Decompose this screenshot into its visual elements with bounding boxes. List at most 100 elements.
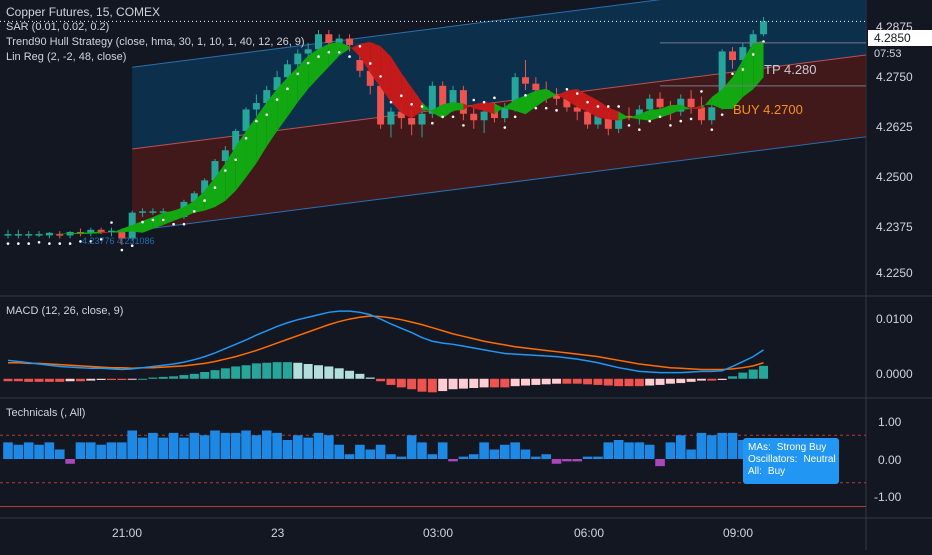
- tech-bar: [14, 445, 24, 459]
- symbol-title[interactable]: Copper Futures, 15, COMEX: [6, 5, 160, 19]
- tech-bar: [190, 433, 200, 459]
- sar-dot: [58, 242, 61, 245]
- time-tick: 06:00: [574, 526, 604, 540]
- macd-histogram-bar: [4, 379, 13, 381]
- sar-dot: [152, 219, 155, 222]
- macd-histogram-bar: [562, 379, 571, 384]
- macd-histogram-bar: [573, 379, 582, 384]
- macd-histogram-bar: [407, 379, 416, 389]
- tech-bar: [604, 442, 614, 459]
- sar-dot: [234, 158, 237, 161]
- technicals-title[interactable]: Technicals (, All): [6, 407, 85, 419]
- tech-bar: [448, 459, 458, 461]
- indicator-linreg-label[interactable]: Lin Reg (2, -2, 48, close): [6, 51, 126, 63]
- sar-dot: [514, 115, 517, 118]
- macd-histogram-bar: [707, 379, 716, 381]
- candle-body: [305, 49, 312, 53]
- macd-histogram-bar: [521, 379, 530, 386]
- macd-histogram-bar: [614, 379, 623, 386]
- tech-bar: [107, 442, 117, 459]
- macd-histogram-bar: [666, 379, 675, 384]
- macd-histogram-bar: [179, 375, 188, 379]
- tech-bar: [148, 433, 158, 459]
- candle-body: [15, 234, 22, 236]
- sar-dot: [214, 186, 217, 189]
- sar-dot: [297, 72, 300, 75]
- macd-histogram-bar: [604, 379, 613, 386]
- sar-dot: [648, 120, 651, 123]
- tech-bar: [55, 450, 65, 460]
- macd-histogram-bar: [728, 376, 737, 378]
- sar-dot: [328, 51, 331, 54]
- sar-dot: [607, 105, 610, 108]
- indicator-sar-label[interactable]: SAR (0.01, 0.02, 0.2): [6, 21, 109, 33]
- sar-dot: [752, 53, 755, 56]
- tech-bar: [428, 454, 438, 459]
- macd-title[interactable]: MACD (12, 26, close, 9): [6, 305, 123, 317]
- sar-dot: [141, 221, 144, 224]
- tech-bar: [438, 442, 448, 459]
- macd-histogram-bar: [45, 379, 54, 382]
- candle-body: [149, 211, 156, 213]
- candle-body: [532, 84, 539, 90]
- tech-bar: [345, 454, 355, 459]
- tech-bar: [397, 457, 407, 459]
- sar-dot: [679, 120, 682, 123]
- tech-bar: [583, 457, 593, 459]
- macd-histogram-bar: [438, 379, 447, 391]
- macd-histogram-bar: [345, 371, 354, 379]
- macd-histogram-bar: [480, 379, 489, 388]
- macd-histogram-bar: [273, 362, 282, 379]
- sar-dot: [38, 241, 41, 244]
- sar-dot: [576, 92, 579, 95]
- sar-dot: [400, 94, 403, 97]
- macd-histogram-bar: [14, 379, 23, 381]
- macd-histogram-bar: [293, 363, 302, 379]
- tech-bar: [158, 438, 168, 459]
- macd-histogram-bar: [169, 376, 178, 378]
- tech-bar: [521, 450, 531, 460]
- sar-dot: [348, 55, 351, 58]
- macd-histogram-bar: [449, 379, 458, 389]
- indicator-hull-label[interactable]: Trend90 Hull Strategy (close, hma, 30, 1…: [6, 36, 305, 48]
- candle-body: [688, 99, 695, 108]
- macd-histogram-bar: [159, 377, 168, 379]
- sar-dot: [193, 210, 196, 213]
- summary-row-oscillators: Oscillators: Neutral: [748, 454, 834, 466]
- sar-dot: [317, 55, 320, 58]
- sar-dot: [48, 242, 51, 245]
- candle-body: [356, 60, 363, 71]
- candle-body: [315, 34, 322, 49]
- summary-row-mas: MAs: Strong Buy: [748, 442, 834, 454]
- tech-bar: [117, 442, 127, 459]
- sar-dot: [524, 94, 527, 97]
- tech-bar: [65, 459, 75, 464]
- macd-histogram-bar: [355, 374, 364, 379]
- time-tick: 23: [271, 526, 284, 540]
- tech-bar: [376, 445, 386, 459]
- tech-bar: [231, 433, 241, 459]
- candle-body: [253, 103, 260, 109]
- macd-histogram-bar: [635, 379, 644, 386]
- sar-dot: [659, 115, 662, 118]
- tech-bar: [500, 445, 510, 459]
- candle-body: [708, 107, 715, 120]
- tech-bar: [386, 454, 396, 459]
- macd-tick: 0.0000: [876, 367, 913, 381]
- sar-dot: [255, 120, 258, 123]
- macd-histogram-bar: [283, 362, 292, 379]
- sar-dot: [731, 72, 734, 75]
- overlay-value-text: 4.23776 4.231086: [82, 236, 155, 246]
- sar-dot: [69, 242, 72, 245]
- candle-body: [346, 39, 353, 45]
- tech-bar: [45, 442, 55, 459]
- candle-body: [408, 118, 415, 124]
- macd-histogram-bar: [645, 379, 654, 386]
- macd-histogram-bar: [221, 368, 230, 378]
- macd-histogram-bar: [107, 379, 116, 380]
- sar-dot: [638, 128, 641, 131]
- summary-row-all: All: Buy: [748, 466, 834, 478]
- price-tick: 4.2625: [876, 120, 913, 134]
- tech-bar: [531, 457, 541, 459]
